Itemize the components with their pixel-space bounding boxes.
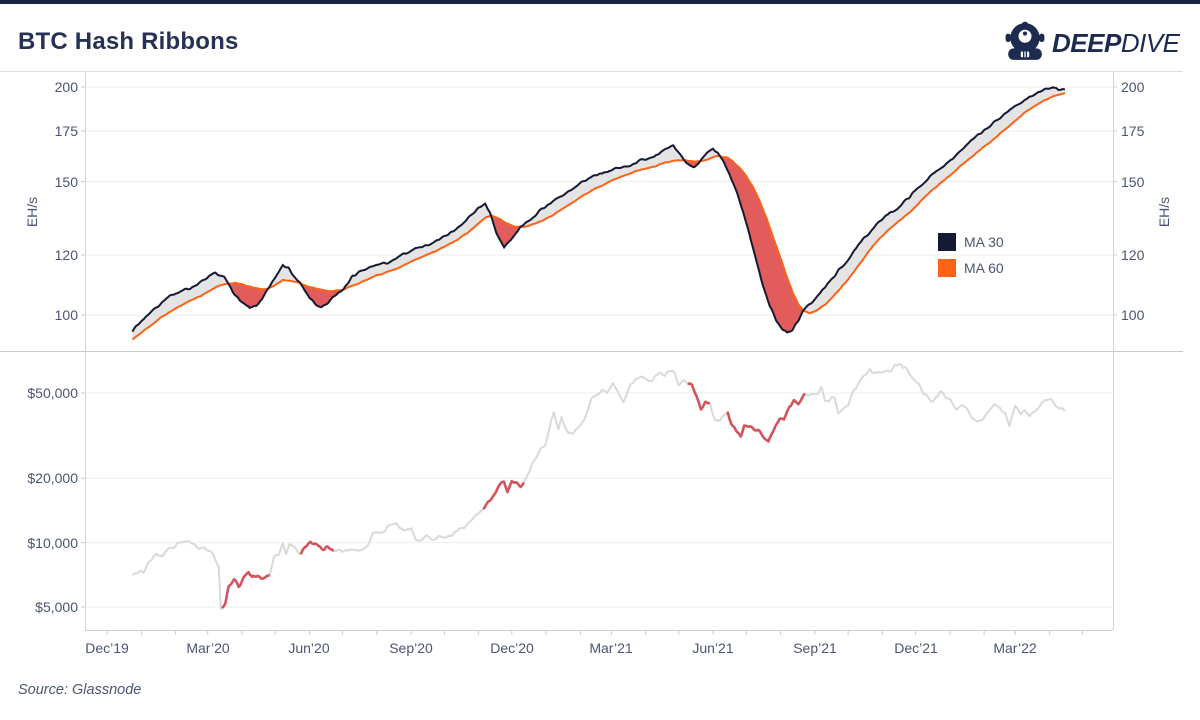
brand-name-deep: DEEP — [1052, 28, 1121, 58]
brand-logo: DEEPDIVE — [1004, 20, 1190, 64]
hashrate-y-tick-right: 175 — [1121, 123, 1145, 139]
brand-name: DEEPDIVE — [1052, 28, 1180, 59]
x-axis-tick: Mar’22 — [993, 640, 1037, 656]
x-axis-tick: Sep’20 — [389, 640, 433, 656]
x-axis-tick: Mar’20 — [186, 640, 230, 656]
top-accent-bar — [0, 0, 1200, 4]
hashrate-y-tick-left: 100 — [54, 307, 78, 323]
hashrate-y-tick-left: 200 — [54, 79, 78, 95]
x-axis-tick: Dec’20 — [490, 640, 534, 656]
x-axis-tick: Dec’21 — [894, 640, 938, 656]
price-y-tick-left: $50,000 — [27, 385, 78, 401]
legend-label-ma30: MA 30 — [964, 234, 1004, 250]
y-axis-unit-left: EH/s — [24, 196, 40, 228]
hashrate-y-tick-right: 100 — [1121, 307, 1145, 323]
price-y-tick-left: $20,000 — [27, 470, 78, 486]
x-axis-tick: Dec’19 — [85, 640, 129, 656]
legend-item-ma30: MA 30 — [938, 233, 1004, 251]
hashrate-y-tick-left: 120 — [54, 247, 78, 263]
x-axis-tick: Sep’21 — [793, 640, 837, 656]
price-y-tick-left: $10,000 — [27, 535, 78, 551]
x-axis-tick: Jun’21 — [692, 640, 734, 656]
legend-label-ma60: MA 60 — [964, 260, 1004, 276]
hashrate-y-tick-left: 150 — [54, 174, 78, 190]
brand-name-dive: DIVE — [1120, 28, 1180, 58]
x-axis-tick: Mar’21 — [589, 640, 633, 656]
legend-swatch-ma60 — [938, 259, 956, 277]
source-note: Source: Glassnode — [18, 682, 142, 698]
legend-swatch-ma30 — [938, 233, 956, 251]
hashrate-y-tick-left: 175 — [54, 123, 78, 139]
legend-item-ma60: MA 60 — [938, 259, 1004, 277]
hashrate-y-tick-right: 120 — [1121, 247, 1145, 263]
hashrate-y-tick-right: 150 — [1121, 174, 1145, 190]
y-axis-unit-right: EH/s — [1156, 196, 1172, 228]
legend: MA 30 MA 60 — [938, 233, 1004, 277]
diver-helmet-icon — [1005, 21, 1045, 60]
price-y-tick-left: $5,000 — [35, 599, 78, 615]
x-axis-tick: Jun’20 — [288, 640, 330, 656]
page-title: BTC Hash Ribbons — [18, 28, 239, 55]
hashrate-y-tick-right: 200 — [1121, 79, 1145, 95]
